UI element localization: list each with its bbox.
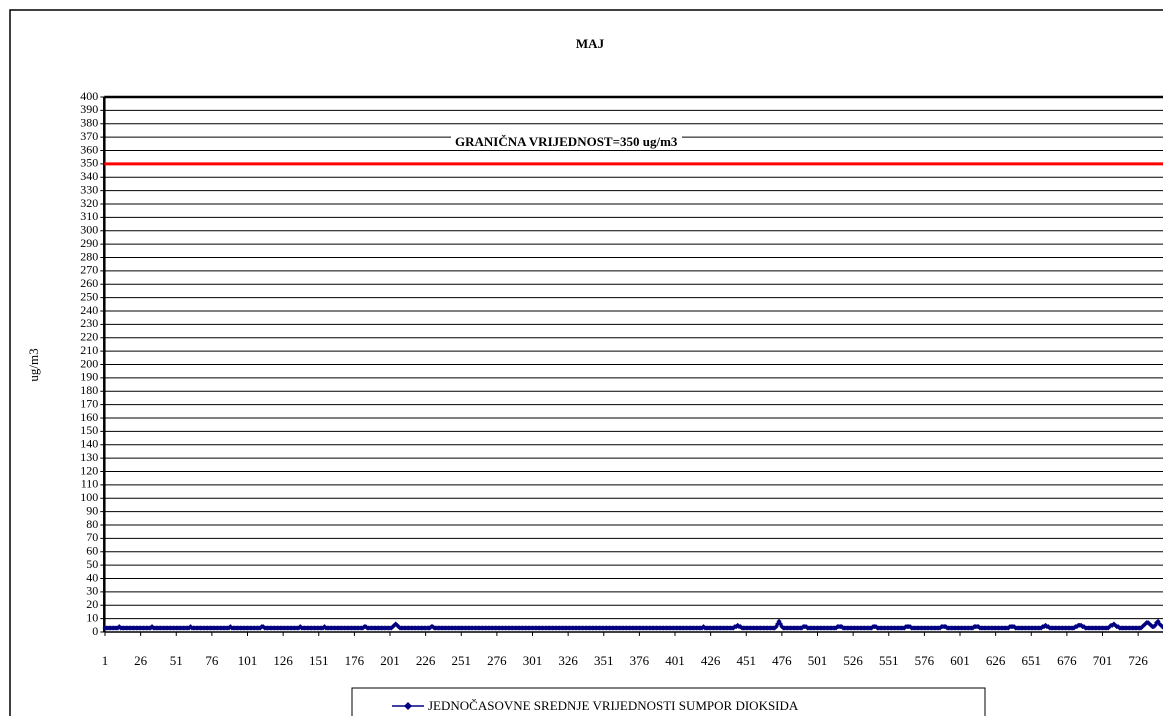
x-tick-label: 151 bbox=[309, 653, 329, 668]
y-tick-label: 220 bbox=[80, 330, 98, 344]
x-tick-label: 1 bbox=[102, 653, 109, 668]
y-tick-label: 110 bbox=[81, 477, 99, 491]
series-line bbox=[102, 618, 1163, 631]
y-tick-label: 100 bbox=[80, 490, 98, 504]
x-tick-label: 676 bbox=[1057, 653, 1077, 668]
x-tick-label: 426 bbox=[701, 653, 721, 668]
y-tick-label: 400 bbox=[80, 89, 98, 103]
x-tick-label: 601 bbox=[950, 653, 970, 668]
x-tick-label: 576 bbox=[915, 653, 935, 668]
limit-label-bg bbox=[451, 132, 682, 150]
y-tick-label: 360 bbox=[80, 142, 98, 156]
y-tick-label: 230 bbox=[80, 316, 98, 330]
x-tick-label: 476 bbox=[772, 653, 792, 668]
legend-marker bbox=[404, 702, 412, 710]
x-tick-label: 451 bbox=[737, 653, 757, 668]
y-tick-label: 30 bbox=[86, 584, 98, 598]
x-tick-label: 501 bbox=[808, 653, 828, 668]
y-tick-label: 270 bbox=[80, 263, 98, 277]
x-tick-label: 526 bbox=[843, 653, 863, 668]
x-tick-label: 276 bbox=[487, 653, 507, 668]
x-tick-label: 626 bbox=[986, 653, 1006, 668]
y-tick-label: 290 bbox=[80, 236, 98, 250]
x-tick-label: 126 bbox=[273, 653, 293, 668]
y-tick-label: 90 bbox=[86, 503, 98, 517]
y-tick-label: 240 bbox=[80, 303, 98, 317]
x-tick-label: 701 bbox=[1093, 653, 1113, 668]
x-tick-label: 176 bbox=[345, 653, 365, 668]
y-tick-label: 350 bbox=[80, 156, 98, 170]
y-tick-label: 10 bbox=[86, 610, 98, 624]
x-tick-label: 101 bbox=[238, 653, 258, 668]
y-tick-label: 140 bbox=[80, 437, 98, 451]
y-tick-label: 130 bbox=[80, 450, 98, 464]
x-tick-label: 726 bbox=[1128, 653, 1148, 668]
x-tick-label: 326 bbox=[558, 653, 578, 668]
legend-label: JEDNOČASOVNE SREDNJE VRIJEDNOSTI SUMPOR … bbox=[428, 698, 799, 713]
y-tick-label: 0 bbox=[92, 624, 98, 638]
x-tick-label: 401 bbox=[665, 653, 685, 668]
y-tick-label: 310 bbox=[80, 209, 98, 223]
y-tick-label: 40 bbox=[86, 570, 98, 584]
y-tick-label: 390 bbox=[80, 102, 98, 116]
x-tick-label: 376 bbox=[630, 653, 650, 668]
y-tick-label: 50 bbox=[86, 557, 98, 571]
x-tick-label: 651 bbox=[1022, 653, 1042, 668]
y-tick-label: 120 bbox=[80, 463, 98, 477]
y-tick-label: 250 bbox=[80, 289, 98, 303]
y-tick-label: 380 bbox=[80, 116, 98, 130]
y-tick-label: 340 bbox=[80, 169, 98, 183]
y-tick-label: 160 bbox=[80, 410, 98, 424]
x-tick-label: 76 bbox=[205, 653, 219, 668]
y-tick-label: 370 bbox=[80, 129, 98, 143]
y-tick-label: 60 bbox=[86, 544, 98, 558]
x-tick-label: 51 bbox=[170, 653, 183, 668]
x-tick-label: 226 bbox=[416, 653, 436, 668]
y-tick-label: 180 bbox=[80, 383, 98, 397]
y-tick-label: 300 bbox=[80, 223, 98, 237]
x-tick-label: 201 bbox=[380, 653, 400, 668]
legend bbox=[351, 687, 986, 716]
x-tick-label: 251 bbox=[452, 653, 472, 668]
y-tick-label: 210 bbox=[80, 343, 98, 357]
y-tick-label: 330 bbox=[80, 182, 98, 196]
y-tick-label: 280 bbox=[80, 249, 98, 263]
y-tick-label: 200 bbox=[80, 356, 98, 370]
limit-label: GRANIČNA VRIJEDNOST=350 ug/m3 bbox=[455, 134, 678, 149]
y-tick-label: 170 bbox=[80, 396, 98, 410]
chart-title: MAJ bbox=[576, 36, 605, 51]
y-tick-label: 260 bbox=[80, 276, 98, 290]
y-tick-label: 190 bbox=[80, 370, 98, 384]
y-axis-label: ug/m3 bbox=[26, 348, 41, 381]
y-tick-label: 70 bbox=[86, 530, 98, 544]
y-tick-label: 20 bbox=[86, 597, 98, 611]
y-tick-label: 320 bbox=[80, 196, 98, 210]
x-tick-label: 351 bbox=[594, 653, 614, 668]
x-tick-label: 301 bbox=[523, 653, 543, 668]
x-tick-label: 26 bbox=[134, 653, 148, 668]
y-tick-label: 150 bbox=[80, 423, 98, 437]
x-tick-label: 551 bbox=[879, 653, 899, 668]
y-tick-label: 80 bbox=[86, 517, 98, 531]
